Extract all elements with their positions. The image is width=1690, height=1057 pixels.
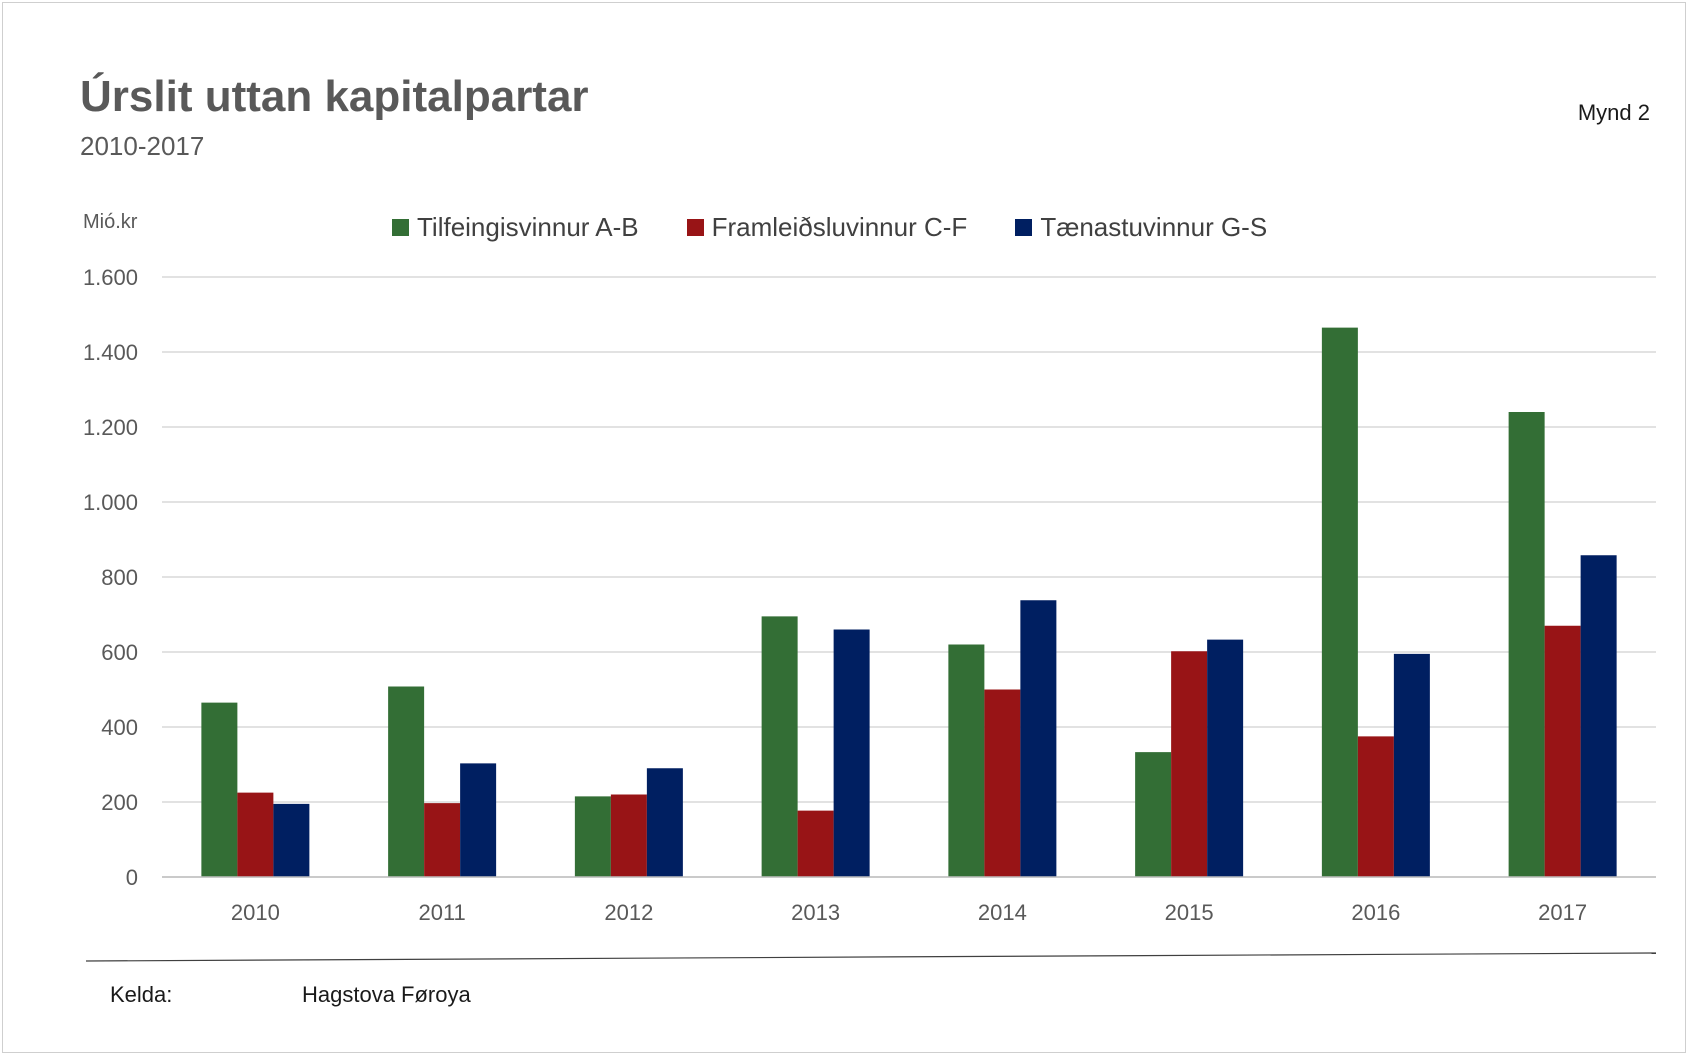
legend-label: Framleiðsluvinnur C-F	[711, 212, 968, 242]
bar	[574, 796, 611, 877]
bar	[1020, 600, 1057, 877]
legend-label: Tilfeingisvinnur A-B	[417, 212, 639, 242]
legend-swatch	[1015, 219, 1033, 236]
y-tick-label: 600	[101, 640, 138, 665]
x-tick-label: 2011	[418, 900, 465, 925]
bar	[1135, 752, 1172, 877]
x-tick-label: 2015	[1165, 900, 1214, 925]
y-tick-label: 1.200	[83, 415, 138, 440]
bar	[201, 702, 238, 877]
footer-divider	[85, 952, 1657, 962]
legend-item-framleidsluvinnur: Framleiðsluvinnur C-F	[686, 212, 968, 243]
y-tick-label: 400	[101, 715, 138, 740]
chart-subtitle: 2010-2017	[80, 131, 205, 161]
y-tick-label: 1.600	[83, 265, 138, 290]
figure-label: Mynd 2	[1577, 100, 1650, 125]
bar	[646, 768, 683, 877]
source-label: Kelda:	[110, 982, 173, 1007]
legend: Tilfeingisvinnur A-B Framleiðsluvinnur C…	[392, 212, 1267, 243]
bar	[833, 629, 870, 877]
bar	[1357, 736, 1394, 877]
bar	[273, 803, 310, 877]
legend-label: Tænastuvinnur G-S	[1040, 212, 1268, 242]
bar	[1508, 412, 1545, 877]
bar	[460, 763, 497, 877]
bar	[424, 803, 461, 877]
bar	[1393, 653, 1430, 877]
x-axis-ticks: 2010 2011 2012 2013 2014 2015 2016 2017	[231, 900, 1587, 925]
bar	[948, 644, 985, 877]
legend-item-tilfeingisvinnur: Tilfeingisvinnur A-B	[392, 212, 639, 243]
legend-item-taenastuvinnur: Tænastuvinnur G-S	[1015, 212, 1267, 243]
y-tick-label: 200	[101, 790, 138, 815]
y-tick-label: 1.400	[83, 340, 138, 365]
bar	[610, 794, 647, 877]
y-axis-unit-label: Mió.kr	[83, 211, 138, 233]
gridlines	[162, 276, 1656, 878]
bar	[1544, 625, 1581, 877]
x-tick-label: 2014	[978, 900, 1027, 925]
bars	[162, 327, 1656, 878]
bar	[388, 686, 425, 877]
bar	[797, 810, 834, 877]
legend-swatch	[392, 219, 409, 236]
chart-title: Úrslit uttan kapitalpartar	[80, 72, 589, 121]
y-tick-label: 0	[126, 865, 138, 890]
y-tick-label: 1.000	[83, 490, 138, 515]
y-axis-ticks: 0 200 400 600 800 1.000 1.200 1.400 1.600	[83, 265, 138, 890]
y-tick-label: 800	[101, 565, 138, 590]
x-tick-label: 2012	[604, 900, 653, 925]
source-value: Hagstova Føroya	[302, 982, 471, 1007]
bar	[237, 792, 274, 877]
x-tick-label: 2010	[231, 900, 280, 925]
bar	[1321, 327, 1358, 877]
bar	[984, 689, 1021, 877]
legend-swatch	[686, 219, 704, 236]
x-tick-label: 2016	[1351, 900, 1400, 925]
bar	[761, 616, 798, 877]
bar	[1171, 651, 1208, 877]
bar	[1580, 555, 1617, 877]
x-tick-label: 2013	[791, 900, 840, 925]
x-tick-label: 2017	[1538, 900, 1587, 925]
bar	[1207, 639, 1244, 877]
